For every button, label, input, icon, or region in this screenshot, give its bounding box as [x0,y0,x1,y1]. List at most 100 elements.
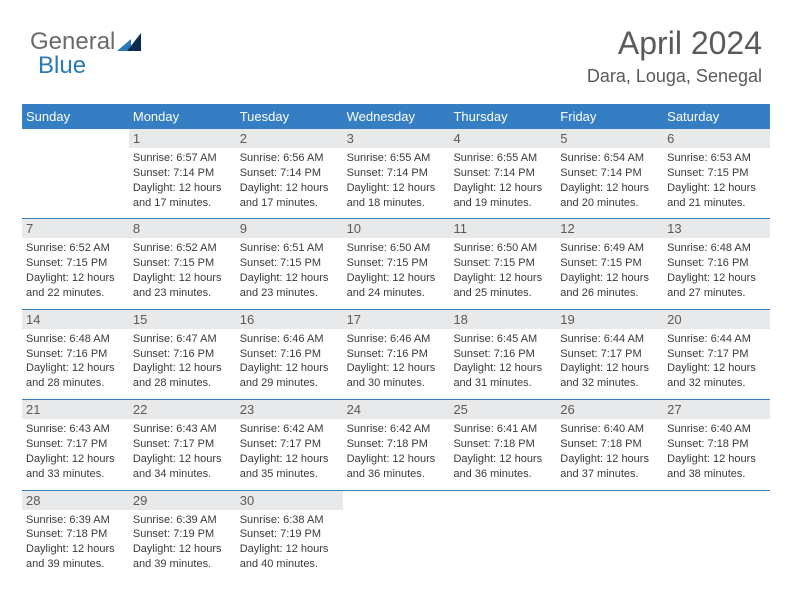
day-number: 19 [556,310,663,329]
day-info: Sunrise: 6:50 AMSunset: 7:15 PMDaylight:… [453,241,552,300]
day-info: Sunrise: 6:52 AMSunset: 7:15 PMDaylight:… [133,241,232,300]
day-number: 5 [556,129,663,148]
week-row: 14Sunrise: 6:48 AMSunset: 7:16 PMDayligh… [22,310,770,400]
day-info: Sunrise: 6:49 AMSunset: 7:15 PMDaylight:… [560,241,659,300]
day-number: 17 [343,310,450,329]
day-cell: 24Sunrise: 6:42 AMSunset: 7:18 PMDayligh… [343,400,450,489]
logo-text-blue: Blue [38,52,86,79]
day-cell: 18 Sunrise: 6:45 AMSunset: 7:16 PMDayligh… [449,310,556,399]
weekday-header: Wednesday [343,104,450,129]
day-cell: 1 Sunrise: 6:57 AMSunset: 7:14 PMDaylight… [129,129,236,218]
day-cell: 21Sunrise: 6:43 AMSunset: 7:17 PMDayligh… [22,400,129,489]
day-cell: 16 Sunrise: 6:46 AMSunset: 7:16 PMDayligh… [236,310,343,399]
day-number: 20 [663,310,770,329]
day-cell: 6 Sunrise: 6:53 AMSunset: 7:15 PMDaylight… [663,129,770,218]
day-cell: 14Sunrise: 6:48 AMSunset: 7:16 PMDayligh… [22,310,129,399]
day-cell: 25Sunrise: 6:41 AMSunset: 7:18 PMDayligh… [449,400,556,489]
day-cell: 11 Sunrise: 6:50 AMSunset: 7:15 PMDayligh… [449,219,556,308]
day-cell: 30 Sunrise: 6:38 AMSunset: 7:19 PMDayligh… [236,491,343,580]
day-number: 11 [449,219,556,238]
day-info: Sunrise: 6:55 AMSunset: 7:14 PMDaylight:… [347,151,446,210]
day-cell: 15Sunrise: 6:47 AMSunset: 7:16 PMDayligh… [129,310,236,399]
weekday-header: Saturday [663,104,770,129]
day-cell [556,491,663,580]
day-info: Sunrise: 6:52 AMSunset: 7:15 PMDaylight:… [26,241,125,300]
day-cell: 9Sunrise: 6:51 AMSunset: 7:15 PMDaylight… [236,219,343,308]
day-cell: 13 Sunrise: 6:48 AMSunset: 7:16 PMDayligh… [663,219,770,308]
week-row: 7Sunrise: 6:52 AMSunset: 7:15 PMDaylight… [22,219,770,309]
day-number: 7 [22,219,129,238]
day-cell: 28 Sunrise: 6:39 AMSunset: 7:18 PMDayligh… [22,491,129,580]
day-info: Sunrise: 6:45 AMSunset: 7:16 PMDaylight:… [453,332,552,391]
day-cell: 20 Sunrise: 6:44 AMSunset: 7:17 PMDayligh… [663,310,770,399]
day-number: 4 [449,129,556,148]
day-info: Sunrise: 6:57 AMSunset: 7:14 PMDaylight:… [133,151,232,210]
day-number: 12 [556,219,663,238]
day-cell: 29 Sunrise: 6:39 AMSunset: 7:19 PMDayligh… [129,491,236,580]
day-number: 16 [236,310,343,329]
week-row: 21Sunrise: 6:43 AMSunset: 7:17 PMDayligh… [22,400,770,490]
weekday-header: Tuesday [236,104,343,129]
day-cell: 23Sunrise: 6:42 AMSunset: 7:17 PMDayligh… [236,400,343,489]
day-number: 22 [129,400,236,419]
day-number: 29 [129,491,236,510]
day-cell: 27Sunrise: 6:40 AMSunset: 7:18 PMDayligh… [663,400,770,489]
day-cell: 5 Sunrise: 6:54 AMSunset: 7:14 PMDaylight… [556,129,663,218]
day-cell: 7 Sunrise: 6:52 AMSunset: 7:15 PMDaylight… [22,219,129,308]
day-info: Sunrise: 6:50 AMSunset: 7:15 PMDaylight:… [347,241,446,300]
day-cell [22,129,129,218]
day-number: 2 [236,129,343,148]
day-number: 28 [22,491,129,510]
day-info: Sunrise: 6:41 AMSunset: 7:18 PMDaylight:… [453,422,552,481]
day-number: 30 [236,491,343,510]
weekday-header: Monday [129,104,236,129]
calendar: Sunday Monday Tuesday Wednesday Thursday… [22,104,770,580]
day-info: Sunrise: 6:48 AMSunset: 7:16 PMDaylight:… [667,241,766,300]
day-info: Sunrise: 6:53 AMSunset: 7:15 PMDaylight:… [667,151,766,210]
week-row: 28 Sunrise: 6:39 AMSunset: 7:18 PMDayligh… [22,491,770,580]
month-title: April 2024 [587,25,762,62]
week-row: 1 Sunrise: 6:57 AMSunset: 7:14 PMDaylight… [22,129,770,219]
day-info: Sunrise: 6:40 AMSunset: 7:18 PMDaylight:… [560,422,659,481]
day-cell [663,491,770,580]
day-number: 21 [22,400,129,419]
day-number: 24 [343,400,450,419]
day-number: 6 [663,129,770,148]
logo-text-blue-wrap: Blue [38,52,86,80]
day-number: 15 [129,310,236,329]
logo-triangle-icon [117,33,141,51]
day-info: Sunrise: 6:44 AMSunset: 7:17 PMDaylight:… [667,332,766,391]
day-info: Sunrise: 6:55 AMSunset: 7:14 PMDaylight:… [453,151,552,210]
day-info: Sunrise: 6:39 AMSunset: 7:18 PMDaylight:… [26,513,125,572]
day-info: Sunrise: 6:48 AMSunset: 7:16 PMDaylight:… [26,332,125,391]
day-number: 9 [236,219,343,238]
day-cell: 2 Sunrise: 6:56 AMSunset: 7:14 PMDaylight… [236,129,343,218]
day-number: 10 [343,219,450,238]
day-number: 13 [663,219,770,238]
day-info: Sunrise: 6:46 AMSunset: 7:16 PMDaylight:… [347,332,446,391]
weekday-header: Sunday [22,104,129,129]
day-cell: 4 Sunrise: 6:55 AMSunset: 7:14 PMDaylight… [449,129,556,218]
day-info: Sunrise: 6:39 AMSunset: 7:19 PMDaylight:… [133,513,232,572]
day-cell: 12 Sunrise: 6:49 AMSunset: 7:15 PMDayligh… [556,219,663,308]
day-cell: 22 Sunrise: 6:43 AMSunset: 7:17 PMDayligh… [129,400,236,489]
day-number: 18 [449,310,556,329]
day-cell: 3 Sunrise: 6:55 AMSunset: 7:14 PMDaylight… [343,129,450,218]
day-cell: 8 Sunrise: 6:52 AMSunset: 7:15 PMDaylight… [129,219,236,308]
day-info: Sunrise: 6:40 AMSunset: 7:18 PMDaylight:… [667,422,766,481]
day-info: Sunrise: 6:44 AMSunset: 7:17 PMDaylight:… [560,332,659,391]
day-number: 8 [129,219,236,238]
day-number: 3 [343,129,450,148]
day-info: Sunrise: 6:38 AMSunset: 7:19 PMDaylight:… [240,513,339,572]
day-cell: 26Sunrise: 6:40 AMSunset: 7:18 PMDayligh… [556,400,663,489]
day-info: Sunrise: 6:43 AMSunset: 7:17 PMDaylight:… [133,422,232,481]
day-cell: 19 Sunrise: 6:44 AMSunset: 7:17 PMDayligh… [556,310,663,399]
day-info: Sunrise: 6:56 AMSunset: 7:14 PMDaylight:… [240,151,339,210]
header-right: April 2024 Dara, Louga, Senegal [587,25,762,87]
day-info: Sunrise: 6:46 AMSunset: 7:16 PMDaylight:… [240,332,339,391]
day-info: Sunrise: 6:54 AMSunset: 7:14 PMDaylight:… [560,151,659,210]
location-text: Dara, Louga, Senegal [587,66,762,87]
day-info: Sunrise: 6:42 AMSunset: 7:17 PMDaylight:… [240,422,339,481]
day-number: 1 [129,129,236,148]
weeks-container: 1 Sunrise: 6:57 AMSunset: 7:14 PMDaylight… [22,129,770,580]
